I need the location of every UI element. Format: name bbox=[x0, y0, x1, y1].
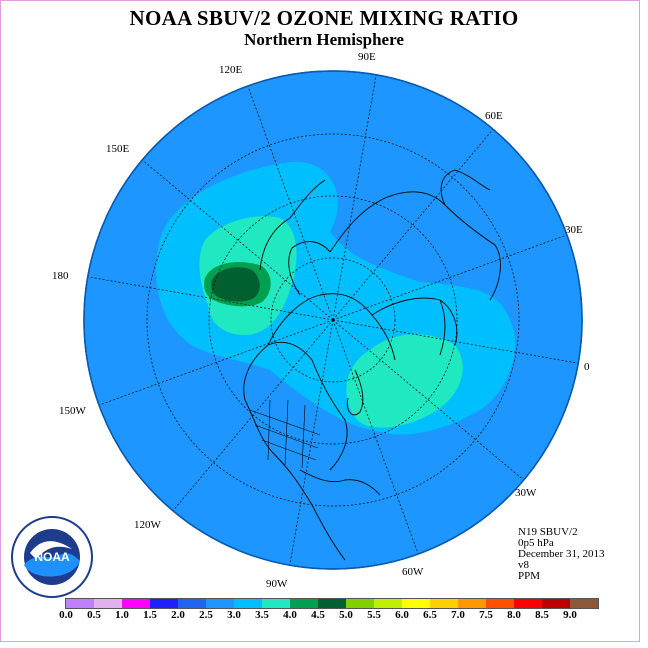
lon-label-180: 180 bbox=[52, 270, 69, 282]
colorbar-segment bbox=[150, 599, 178, 608]
colorbar-tick-label: 4.0 bbox=[283, 609, 297, 621]
colorbar-segment bbox=[122, 599, 150, 608]
map-title: NOAA SBUV/2 OZONE MIXING RATIO bbox=[129, 6, 519, 30]
colorbar-segment bbox=[318, 599, 346, 608]
meridian-line bbox=[165, 319, 334, 520]
colorbar-tick-label: 2.0 bbox=[171, 609, 185, 621]
colorbar-segment bbox=[94, 599, 122, 608]
info-level: 0p5 hPa bbox=[518, 537, 554, 549]
map-subtitle: Northern Hemisphere bbox=[244, 30, 404, 49]
meridian-line bbox=[332, 230, 578, 321]
colorbar-segment bbox=[430, 599, 458, 608]
colorbar-tick-label: 8.0 bbox=[507, 609, 521, 621]
colorbar-segment bbox=[402, 599, 430, 608]
colorbar-segment bbox=[458, 599, 486, 608]
meridians bbox=[84, 71, 582, 569]
colorbar-tick-label: 1.0 bbox=[115, 609, 129, 621]
info-date: December 31, 2013 bbox=[518, 548, 605, 560]
colorbar-segment bbox=[178, 599, 206, 608]
colorbar-tick-label: 5.5 bbox=[367, 609, 381, 621]
colorbar-segment bbox=[346, 599, 374, 608]
colorbar-tick-label: 2.5 bbox=[199, 609, 213, 621]
colorbar-tick-label: 6.0 bbox=[395, 609, 409, 621]
colorbar-segment bbox=[262, 599, 290, 608]
colorbar-segment bbox=[542, 599, 570, 608]
meridian-line bbox=[133, 152, 334, 321]
colorbar-tick-label: 9.0 bbox=[563, 609, 577, 621]
contour-3-5-east bbox=[346, 334, 463, 428]
colorbar-segment bbox=[486, 599, 514, 608]
lon-label-120e: 120E bbox=[219, 64, 243, 76]
colorbar-tick-label: 7.5 bbox=[479, 609, 493, 621]
colorbar-tick-label: 0.0 bbox=[59, 609, 73, 621]
lon-label-30w: 30W bbox=[515, 487, 537, 499]
colorbar-tick-label: 0.5 bbox=[87, 609, 101, 621]
colorbar-segment bbox=[66, 599, 94, 608]
meridian-line bbox=[332, 71, 379, 321]
colorbar bbox=[65, 598, 599, 609]
graticule bbox=[146, 133, 520, 507]
lon-label-60w: 60W bbox=[402, 566, 424, 578]
meridian-line bbox=[243, 75, 334, 321]
colorbar-tick-label: 6.5 bbox=[423, 609, 437, 621]
info-block: N19 SBUV/2 0p5 hPa December 31, 2013 v8 … bbox=[518, 527, 604, 582]
coastlines bbox=[243, 169, 501, 561]
meridian-line bbox=[332, 319, 423, 565]
meridian-line bbox=[84, 274, 334, 321]
meridian-line bbox=[287, 319, 334, 569]
contour-5-0 bbox=[211, 267, 260, 302]
colorbar-tick-label: 3.0 bbox=[227, 609, 241, 621]
colorbar-segment bbox=[514, 599, 542, 608]
noaa-logo: NOAA bbox=[11, 516, 93, 598]
colorbar-tick-label: 8.5 bbox=[535, 609, 549, 621]
us-state-lines bbox=[249, 399, 321, 469]
colorbar-segment bbox=[206, 599, 234, 608]
colorbar-tick-label: 1.5 bbox=[143, 609, 157, 621]
lon-label-150e: 150E bbox=[106, 143, 130, 155]
logo-text: NOAA bbox=[34, 550, 70, 564]
colorbar-tick-label: 5.0 bbox=[339, 609, 353, 621]
colorbar-segment bbox=[234, 599, 262, 608]
lon-label-120w: 120W bbox=[134, 519, 161, 531]
ozone-contours bbox=[84, 71, 582, 569]
colorbar-segment bbox=[290, 599, 318, 608]
meridian-line bbox=[332, 120, 501, 321]
meridian-line bbox=[332, 319, 582, 366]
lon-label-90e: 90E bbox=[358, 51, 376, 63]
figure-frame bbox=[0, 0, 640, 642]
info-version: v8 bbox=[518, 559, 529, 571]
lon-label-150w: 150W bbox=[59, 405, 86, 417]
lon-label-60e: 60E bbox=[485, 110, 503, 122]
colorbar-tick-label: 7.0 bbox=[451, 609, 465, 621]
lon-label-30e: 30E bbox=[565, 224, 583, 236]
lon-label-90w: 90W bbox=[266, 578, 288, 590]
colorbar-segment bbox=[570, 599, 598, 608]
meridian-line bbox=[88, 319, 334, 410]
colorbar-tick-label: 4.5 bbox=[311, 609, 325, 621]
meridian-line bbox=[332, 319, 533, 488]
colorbar-segment bbox=[374, 599, 402, 608]
colorbar-ticks: 0.0 0.5 1.0 1.5 2.0 2.5 3.0 3.5 4.0 4.5 5.0 5.5 6.0 6… bbox=[0, 609, 648, 623]
lon-label-0: 0 bbox=[584, 361, 590, 373]
info-satellite: N19 SBUV/2 bbox=[518, 526, 578, 538]
info-units: PPM bbox=[518, 570, 541, 582]
colorbar-tick-label: 3.5 bbox=[255, 609, 269, 621]
